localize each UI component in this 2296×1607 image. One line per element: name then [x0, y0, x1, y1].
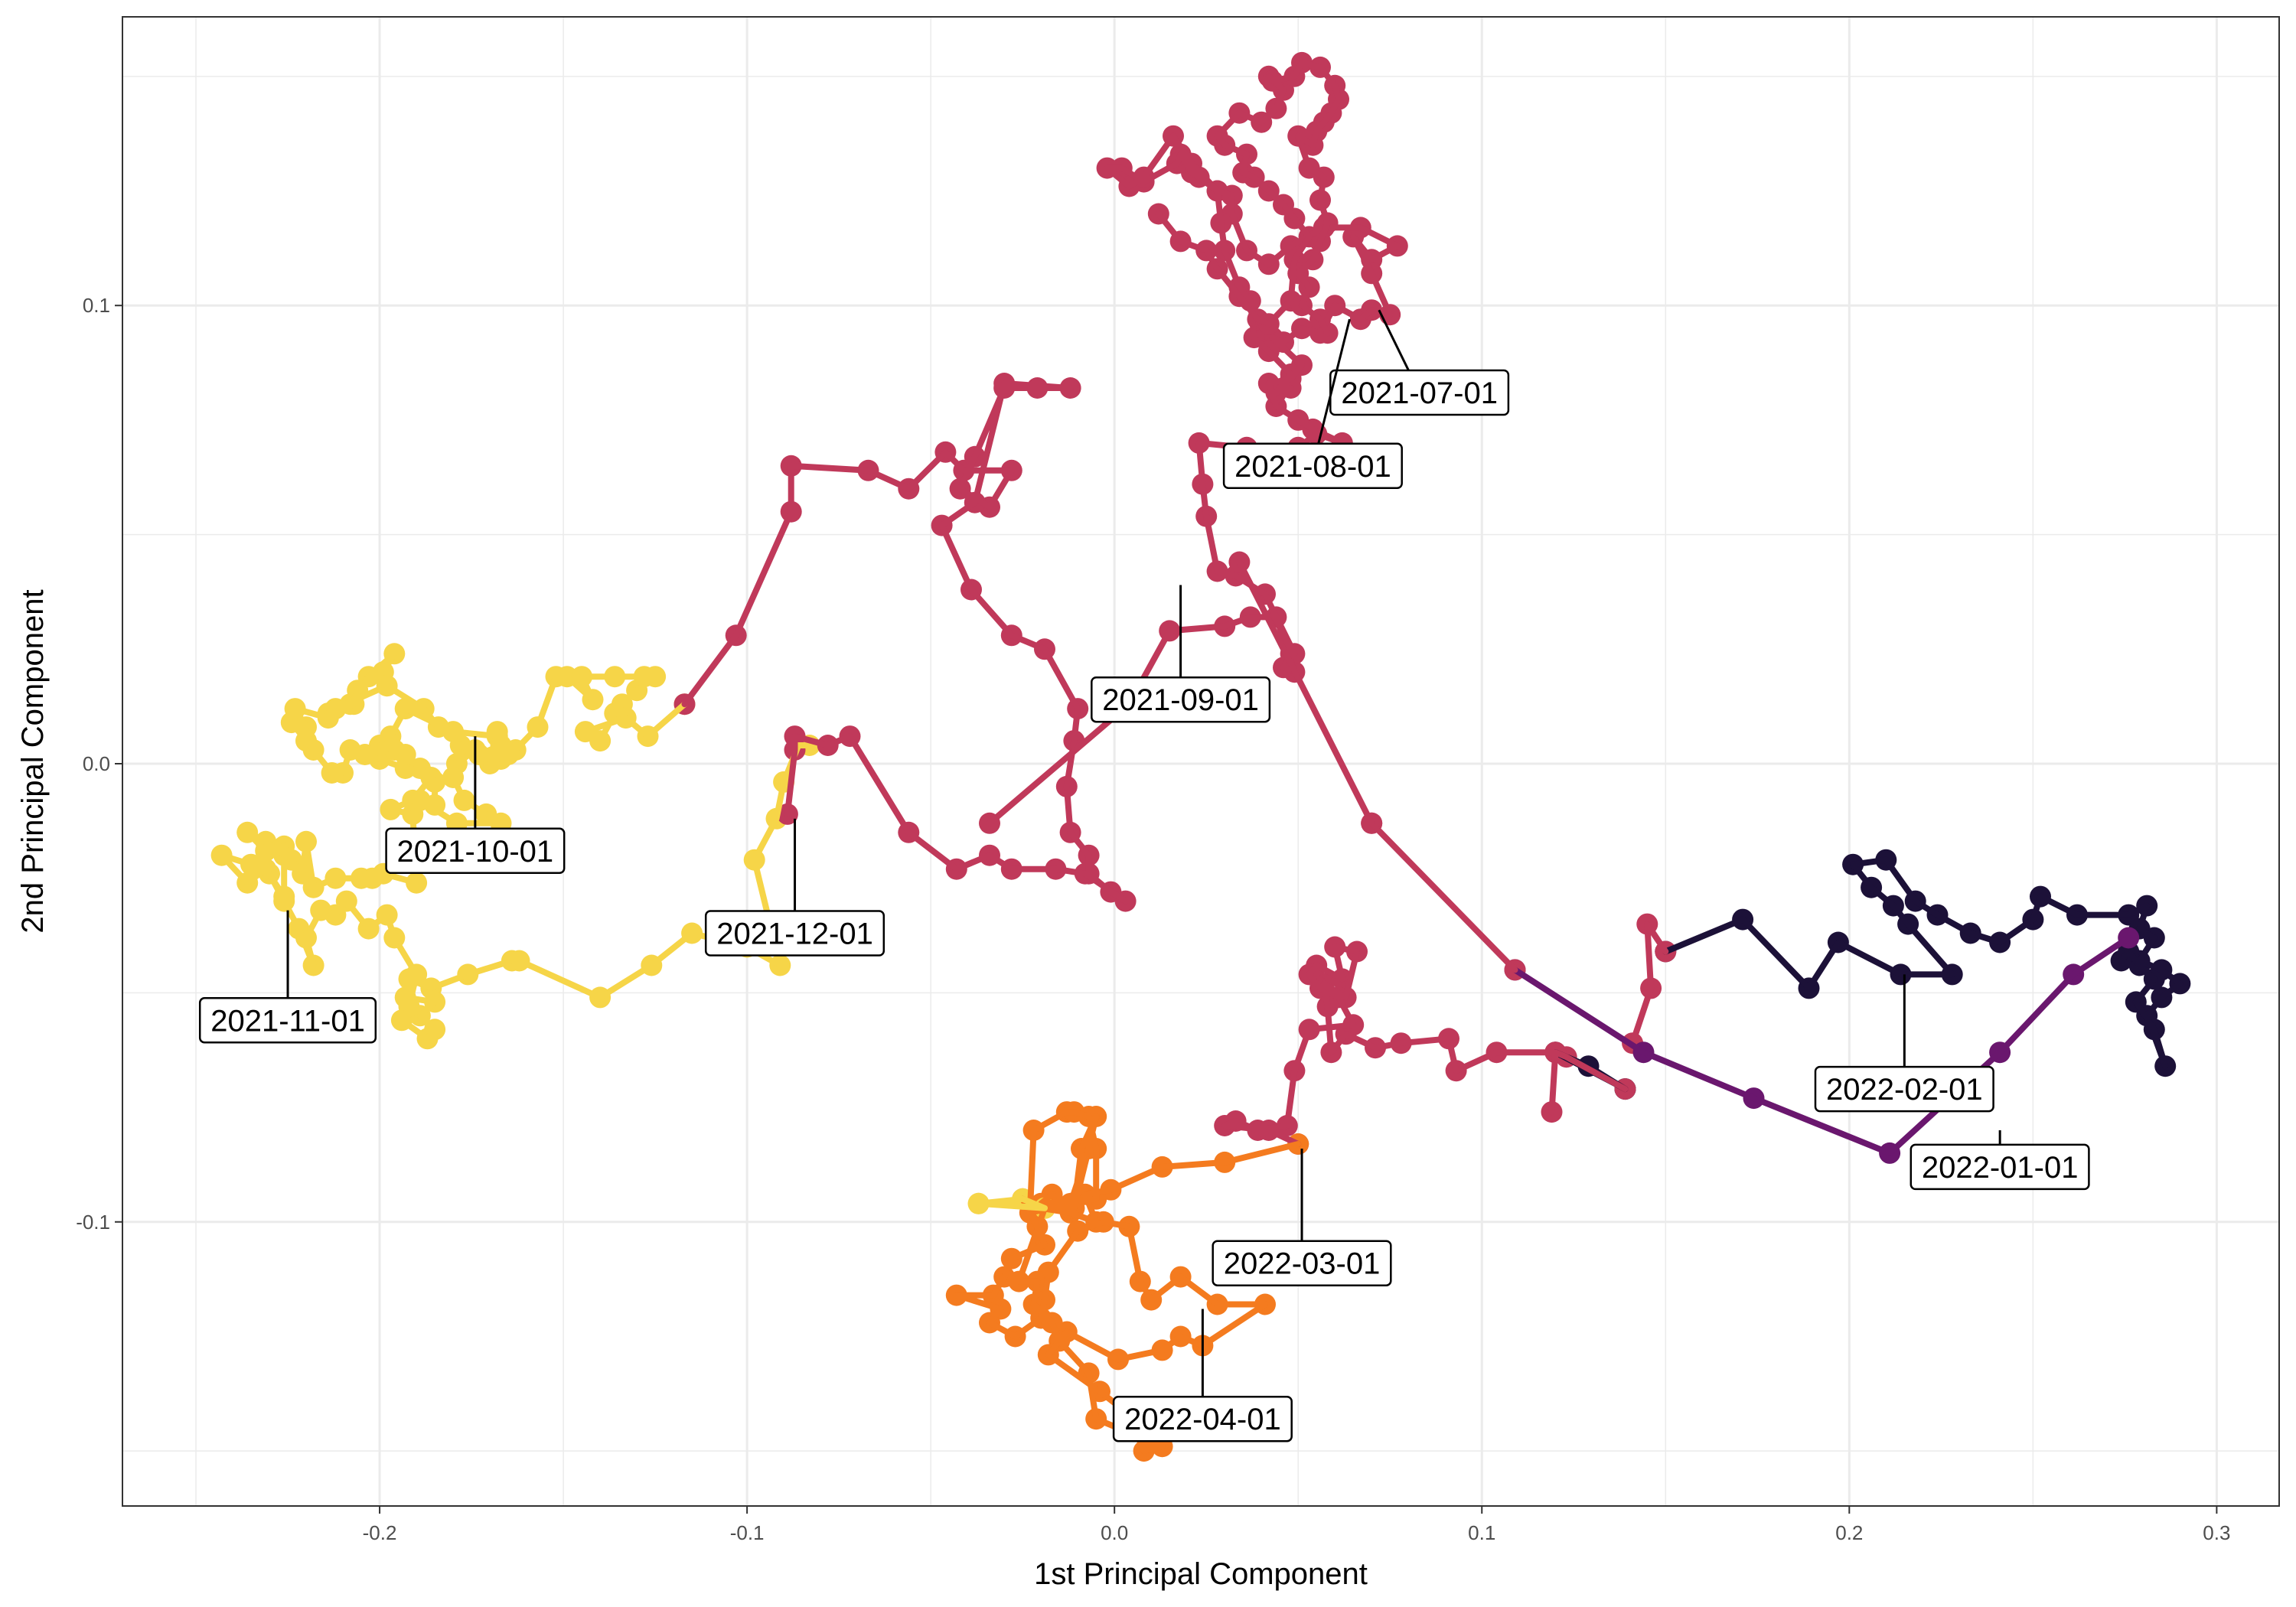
- x-tick-label: 0.3: [2203, 1521, 2230, 1544]
- trajectory-segment-8: [1662, 856, 2183, 1070]
- x-tick-label: -0.2: [363, 1521, 397, 1544]
- callout-label: 2022-03-01: [1224, 1247, 1381, 1281]
- y-tick-label: -0.1: [76, 1211, 110, 1234]
- x-tick-label: -0.1: [730, 1521, 765, 1544]
- trajectory-segment-5: [681, 380, 1129, 905]
- callout-box: [704, 910, 885, 957]
- callout-box: [1212, 1240, 1392, 1286]
- trajectory-segment-9: [1629, 921, 1669, 1047]
- callout-label: 2021-08-01: [1234, 450, 1391, 484]
- callout-label: 2021-10-01: [397, 835, 554, 869]
- date-callout: 2021-08-01: [1222, 318, 1403, 490]
- date-callout: 2022-03-01: [1212, 1148, 1392, 1286]
- x-tick-label: 0.2: [1835, 1521, 1863, 1544]
- trajectory-segment-10: [1512, 934, 2132, 1156]
- x-axis-title: 1st Principal Component: [1034, 1557, 1368, 1591]
- trajectory-segment-6: [987, 132, 1401, 826]
- trajectory-segment-2: [953, 1109, 1302, 1455]
- trajectory-segment-3: [975, 1195, 1048, 1211]
- date-callout: 2021-11-01: [198, 910, 377, 1044]
- callout-label: 2022-04-01: [1124, 1403, 1281, 1436]
- date-callout: 2021-12-01: [704, 818, 885, 957]
- callout-label: 2022-02-01: [1826, 1073, 1983, 1107]
- callout-box: [1910, 1143, 2090, 1191]
- panel-border: [122, 16, 2280, 1507]
- callout-box: [1222, 442, 1403, 490]
- callout-label: 2022-01-01: [1922, 1151, 2079, 1185]
- callout-label: 2021-07-01: [1341, 376, 1498, 410]
- callout-box: [1112, 1395, 1293, 1442]
- date-callouts: 2021-07-01 2021-08-01 2021-09-01 2021-10-01…: [198, 309, 2090, 1442]
- date-callout: 2021-07-01: [1329, 309, 1510, 416]
- callout-label: 2021-11-01: [210, 1004, 365, 1038]
- grid-lines: [122, 17, 2279, 1506]
- date-callout: 2021-09-01: [1091, 585, 1271, 723]
- callout-label: 2021-12-01: [716, 918, 873, 951]
- y-axis-ticks: -0.1 0.0 0.1: [76, 294, 122, 1234]
- trajectory-segment-11: [1368, 820, 1518, 973]
- callout-box: [1091, 676, 1271, 723]
- callout-box: [385, 827, 566, 875]
- date-callout: 2022-01-01: [1910, 1130, 2090, 1191]
- date-callout: 2022-04-01: [1112, 1309, 1293, 1442]
- trajectory-segment-7: [1155, 59, 1342, 337]
- x-tick-label: 0.0: [1101, 1521, 1128, 1544]
- y-tick-label: 0.0: [83, 752, 110, 775]
- x-axis-ticks: -0.2 -0.1 0.0 0.1 0.2 0.3: [363, 1506, 2230, 1544]
- y-tick-label: 0.1: [83, 294, 110, 317]
- callout-leader-line: [1311, 318, 1351, 467]
- date-callout: 2022-02-01: [1814, 974, 1994, 1113]
- trajectory-segment-4: [218, 650, 813, 1042]
- trajectory-segment-1: [1221, 944, 1629, 1147]
- trajectory-segment-12: [1236, 559, 1375, 826]
- callout-box: [1814, 1065, 1994, 1113]
- y-axis-title: 2nd Principal Component: [16, 589, 50, 933]
- callout-box: [198, 997, 377, 1044]
- callout-label: 2021-09-01: [1102, 683, 1259, 717]
- x-tick-label: 0.1: [1468, 1521, 1495, 1544]
- date-callout: 2021-10-01: [385, 736, 566, 875]
